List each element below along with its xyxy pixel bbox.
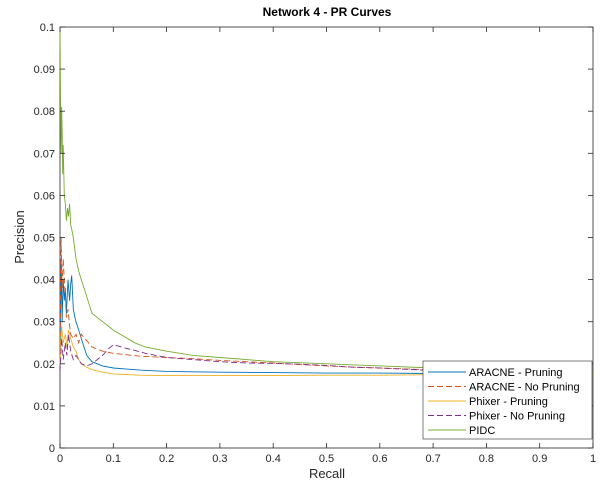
x-axis: 0 0.1 0.2 0.3 0.4 0.5 0.6 0.7 0.8 0.9 1 [57,27,596,465]
y-tick-label: 0.06 [34,190,55,202]
x-axis-label: Recall [309,466,345,481]
y-tick-label: 0.09 [34,64,55,76]
y-tick-label: 0.1 [40,22,55,34]
x-tick-label: 0.7 [425,453,440,465]
x-tick-label: 0.6 [372,453,387,465]
y-axis-label: Precision [12,210,27,263]
y-tick-label: 0.03 [34,317,55,329]
y-tick-label: 0.01 [34,401,55,413]
series-line-3 [59,334,594,374]
legend-label: ARACNE - Pruning [469,367,563,379]
y-tick-label: 0.05 [34,233,55,245]
legend: ARACNE - Pruning ARACNE - No Pruning Phixe… [422,360,593,440]
series-line-2 [59,325,593,377]
y-axis: 0 0.01 0.02 0.03 0.04 0.05 0.06 0.07 0.08 0.09 0.1 [34,22,593,455]
x-tick-label: 1 [590,453,596,465]
y-tick-label: 0.08 [34,106,55,118]
legend-label: ARACNE - No Pruning [469,382,580,394]
x-tick-label: 0.1 [106,453,121,465]
x-tick-label: 0.3 [212,453,227,465]
legend-box [422,360,593,440]
y-tick-label: 0.07 [34,148,55,160]
x-tick-label: 0.9 [532,453,547,465]
legend-label: PIDC [469,425,495,437]
x-tick-label: 0.5 [319,453,334,465]
x-tick-label: 0 [57,453,63,465]
y-tick-label: 0.02 [34,359,55,371]
x-tick-label: 0.4 [266,453,281,465]
x-tick-label: 0.2 [159,453,174,465]
legend-label: Phixer - Pruning [469,396,548,408]
chart-title: Network 4 - PR Curves [263,5,392,19]
y-tick-label: 0.04 [34,275,55,287]
y-tick-label: 0 [49,443,55,455]
x-tick-label: 0.8 [479,453,494,465]
legend-label: Phixer - No Pruning [469,411,565,423]
